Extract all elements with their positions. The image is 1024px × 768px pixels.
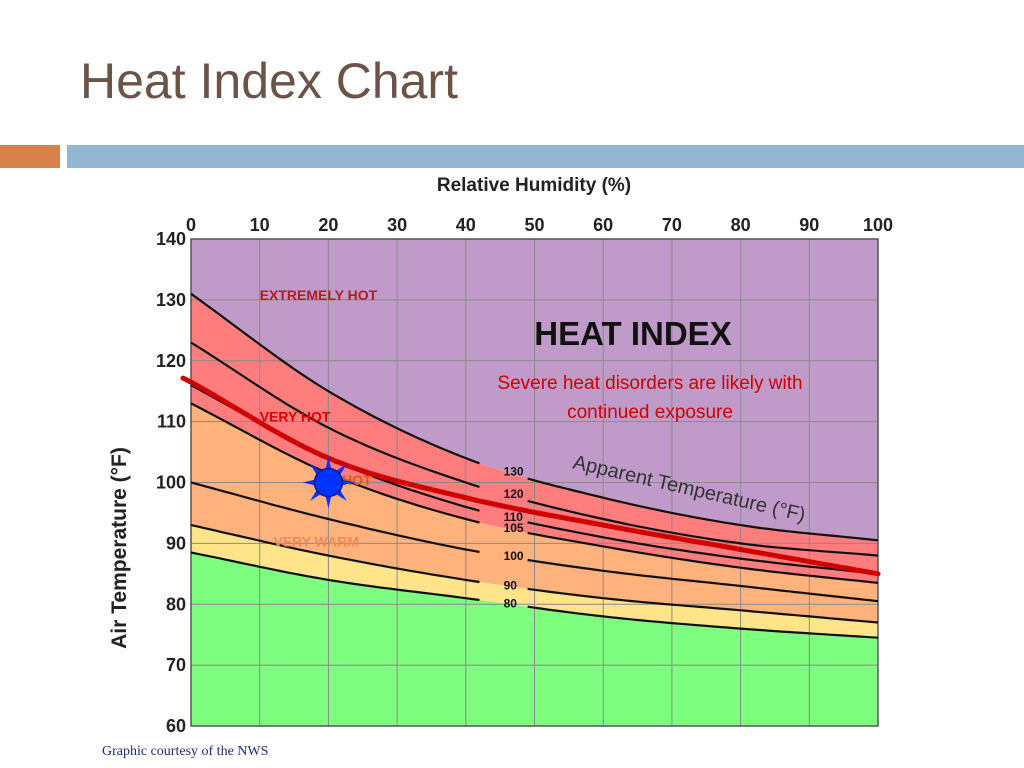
zone-label: VERY WARM — [273, 533, 359, 549]
zone-hot — [191, 403, 878, 623]
sun-icon — [302, 456, 355, 509]
warning-text-line-1: Severe heat disorders are likely with — [497, 373, 802, 394]
danger-threshold — [180, 375, 881, 577]
curve-130 — [190, 292, 879, 542]
zone-label: VERY HOT — [260, 409, 331, 425]
curve-label-110: 110 — [504, 510, 524, 524]
sun-core — [313, 467, 344, 498]
x-tick-label: 30 — [387, 215, 407, 235]
chart-grid: 0 10 20 30 40 50 60 70 80 90 100607080901001101201… — [156, 215, 893, 736]
y-tick-label: 140 — [156, 229, 186, 249]
x-tick-label: 20 — [318, 215, 338, 235]
zone-very-warm — [191, 525, 878, 638]
x-tick-label: 0 — [186, 215, 196, 235]
x-tick-label: 60 — [593, 215, 613, 235]
x-tick-label: 50 — [524, 215, 544, 235]
y-tick-label: 110 — [157, 412, 186, 432]
zone-label: EXTREMELY HOT — [260, 287, 378, 303]
x-tick-label: 10 — [250, 215, 270, 235]
image-credit: Graphic courtesy of the NWS — [102, 744, 269, 759]
y-tick-label: 60 — [166, 716, 186, 736]
curve-100 — [190, 481, 879, 603]
y-tick-label: 120 — [156, 351, 186, 371]
x-tick-label: 70 — [662, 215, 682, 235]
heat-index-chart: 0 10 20 30 40 50 60 70 80 90 100607080901001101201… — [108, 175, 893, 736]
sun-ray — [325, 456, 332, 471]
x-tick-label: 90 — [799, 215, 819, 235]
zone-label: HOT — [342, 472, 372, 488]
curve-90 — [190, 524, 879, 624]
curve-label-120: 120 — [504, 487, 524, 501]
y-tick-label: 70 — [166, 655, 186, 675]
curve-label-105: 105 — [504, 521, 524, 535]
curve-label-130: 130 — [504, 464, 524, 478]
sun-marker-group — [302, 456, 355, 509]
curve-120 — [190, 341, 879, 557]
sun-ray — [339, 479, 355, 486]
curve-80 — [190, 551, 879, 639]
sun-ray — [325, 494, 332, 509]
y-tick-label: 130 — [156, 290, 186, 310]
x-tick-label: 40 — [456, 215, 476, 235]
curve-label-100: 100 — [504, 549, 524, 563]
curve-label-80: 80 — [504, 596, 518, 610]
accent-bar-orange — [0, 145, 60, 168]
curve-label-90: 90 — [504, 579, 518, 593]
x-axis-title: Relative Humidity (%) — [437, 175, 631, 196]
x-tick-label: 100 — [863, 215, 893, 235]
y-tick-label: 90 — [166, 533, 186, 553]
sun-ray — [302, 479, 317, 486]
y-axis-title: Air Temperature (°F) — [108, 447, 131, 649]
y-tick-label: 100 — [156, 473, 186, 493]
danger-line — [180, 375, 881, 577]
y-tick-label: 80 — [166, 594, 186, 614]
chart-title: HEAT INDEX — [534, 315, 731, 352]
accent-bar-blue — [67, 145, 1024, 168]
slide-title: Heat Index Chart — [80, 53, 458, 109]
warning-text-line-2: continued exposure — [567, 402, 733, 423]
x-tick-label: 80 — [731, 215, 751, 235]
